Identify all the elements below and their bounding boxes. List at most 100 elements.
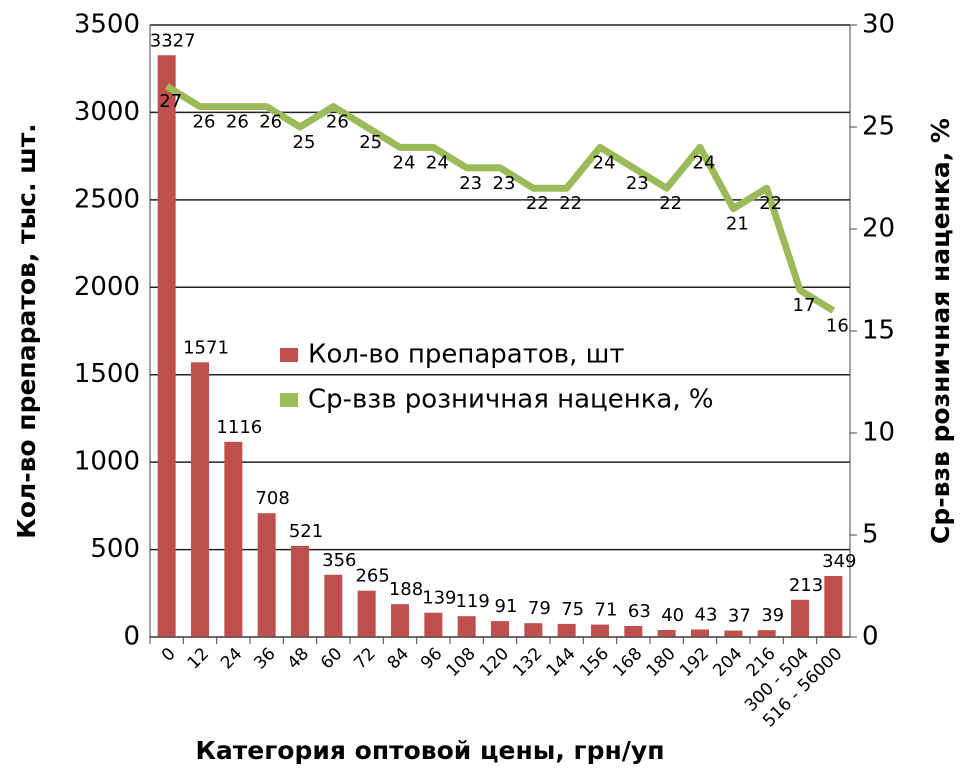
bar — [624, 625, 643, 637]
x-tick-label: 132 — [509, 644, 546, 681]
y2-tick-label: 5 — [862, 520, 879, 550]
y2-tick-label: 10 — [862, 418, 895, 448]
x-axis-title: Категория оптовой цены, грн/уп — [196, 736, 665, 765]
bar-value-label: 37 — [728, 606, 751, 627]
y-tick-label: 1500 — [74, 359, 140, 389]
line-value-label: 17 — [793, 295, 816, 316]
bar-value-label: 356 — [322, 550, 356, 571]
line-value-label: 26 — [193, 112, 216, 133]
x-tick-label: 192 — [676, 644, 713, 681]
x-tick-label: 120 — [476, 644, 513, 681]
bar-value-label: 349 — [822, 551, 856, 572]
x-tick-label: 156 — [576, 644, 613, 681]
y-tick-label: 500 — [90, 534, 140, 564]
x-tick-label: 84 — [384, 644, 413, 673]
line — [164, 83, 836, 314]
x-tick-label: 72 — [350, 644, 379, 673]
bar — [791, 599, 809, 637]
bar — [391, 604, 409, 637]
bar-value-label: 3327 — [150, 30, 196, 51]
bar — [591, 624, 609, 637]
line-value-label: 24 — [426, 152, 449, 173]
line-value-label: 22 — [559, 193, 582, 214]
x-tick-label: 36 — [250, 644, 279, 673]
line-value-label: 21 — [726, 214, 749, 235]
bar-value-label: 79 — [528, 598, 551, 619]
bar-value-label: 43 — [695, 604, 718, 625]
bar — [557, 623, 576, 637]
line-value-label: 23 — [459, 173, 482, 194]
bar-value-label: 708 — [255, 488, 289, 509]
bar — [191, 362, 209, 637]
bar-value-label: 71 — [595, 600, 618, 621]
line-value-label: 26 — [326, 112, 349, 133]
legend-label: Кол-во препаратов, шт — [308, 340, 625, 370]
x-tick-label: 60 — [317, 644, 346, 673]
line-value-label: 26 — [259, 112, 282, 133]
y-tick-label: 2000 — [74, 272, 140, 302]
bar-value-label: 63 — [628, 601, 651, 622]
x-tick-label: 204 — [709, 644, 746, 681]
bar — [224, 441, 243, 637]
bar-value-label: 1116 — [216, 417, 262, 438]
line-value-label: 27 — [159, 91, 182, 112]
bar — [324, 574, 343, 637]
x-tick-label: 48 — [284, 644, 313, 673]
y-tick-label: 3000 — [74, 97, 140, 127]
line-value-label: 26 — [226, 112, 249, 133]
line-value-label: 24 — [393, 152, 416, 173]
y-tick-label: 3500 — [74, 10, 140, 40]
bar-value-label: 91 — [495, 596, 518, 617]
bar-value-label: 188 — [389, 579, 423, 600]
bar — [291, 545, 309, 637]
bar — [657, 630, 676, 637]
x-tick-label: 96 — [417, 644, 446, 673]
y2-tick-label: 20 — [862, 214, 895, 244]
y2-tick-label: 30 — [862, 10, 895, 40]
bar-value-label: 521 — [289, 521, 323, 542]
line-value-label: 24 — [693, 152, 716, 173]
bar — [524, 623, 543, 637]
bar-value-label: 39 — [761, 605, 784, 626]
x-tick-label: 0 — [158, 644, 180, 666]
bar — [491, 621, 509, 637]
x-tick-label: 168 — [609, 644, 646, 681]
y-axis-title: Кол-во препаратов, тыс. шт. — [12, 123, 41, 538]
bar — [757, 630, 776, 637]
bar-value-label: 75 — [561, 599, 584, 620]
x-tick-label: 12 — [184, 644, 213, 673]
bar — [457, 616, 476, 637]
x-tick-label: 180 — [643, 644, 680, 681]
x-tick-label: 24 — [217, 644, 246, 673]
y2-tick-label: 25 — [862, 112, 895, 142]
bar — [257, 513, 276, 637]
y-tick-label: 0 — [123, 622, 140, 652]
bar — [157, 55, 176, 637]
line-value-label: 23 — [626, 173, 649, 194]
bar-value-label: 265 — [355, 566, 389, 587]
y2-axis-title: Ср-взв розничная наценка, % — [926, 118, 955, 544]
bar — [691, 629, 709, 637]
line-value-label: 23 — [493, 173, 516, 194]
line-value-label: 24 — [593, 152, 616, 173]
legend-swatch — [280, 348, 298, 362]
x-tick-label: 144 — [543, 644, 580, 681]
bar — [357, 590, 376, 637]
legend-swatch — [280, 393, 298, 407]
bar — [824, 575, 843, 637]
y-tick-label: 1000 — [74, 447, 140, 477]
bar-value-label: 213 — [789, 575, 823, 596]
y2-tick-label: 0 — [862, 622, 879, 652]
line-value-label: 22 — [659, 193, 682, 214]
bar-value-label: 139 — [422, 588, 456, 609]
y2-tick-label: 15 — [862, 316, 895, 346]
x-tick-label: 108 — [443, 644, 480, 681]
bar — [424, 612, 443, 637]
legend-label: Ср-взв розничная наценка, % — [308, 385, 714, 415]
line-value-label: 25 — [359, 132, 382, 153]
bar-value-label: 119 — [455, 591, 489, 612]
bar-value-label: 1571 — [183, 337, 229, 358]
line-value-label: 25 — [293, 132, 316, 153]
y-tick-label: 2500 — [74, 184, 140, 214]
